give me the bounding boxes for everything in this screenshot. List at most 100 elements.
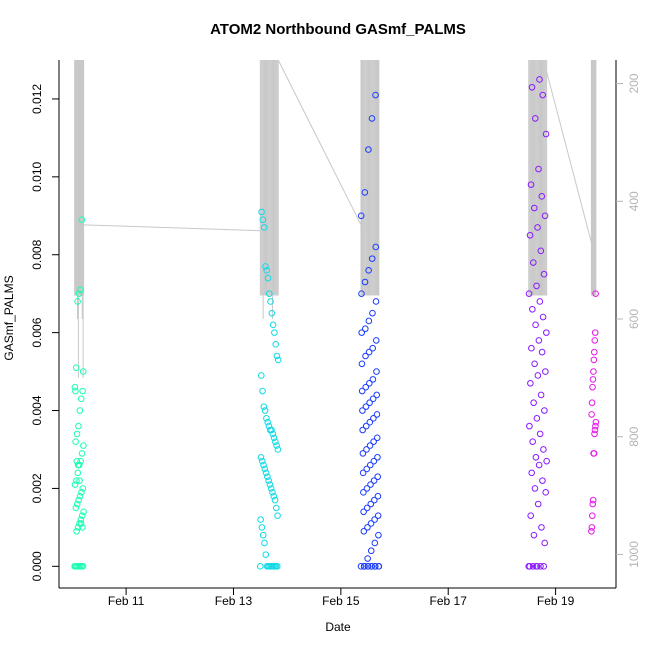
- data-point: [359, 426, 366, 434]
- data-point: [73, 457, 81, 465]
- data-point: [370, 438, 377, 445]
- data-point: [542, 489, 549, 496]
- data-point: [369, 395, 377, 403]
- data-point: [362, 383, 370, 391]
- y2-tick-label: 600: [627, 309, 641, 329]
- data-point: [78, 216, 86, 223]
- data-point: [362, 422, 370, 430]
- data-point: [268, 309, 276, 317]
- data-point: [527, 181, 535, 188]
- data-point: [363, 504, 371, 512]
- data-point: [270, 434, 278, 442]
- data-point: [532, 321, 539, 329]
- data-point: [374, 453, 381, 461]
- data-point: [539, 313, 547, 321]
- data-point: [539, 91, 547, 99]
- data-point: [362, 403, 370, 410]
- data-point: [75, 290, 83, 297]
- data-point: [588, 512, 596, 519]
- data-point: [532, 453, 540, 461]
- data-point: [265, 477, 272, 484]
- data-point: [370, 415, 377, 422]
- data-point: [591, 430, 598, 438]
- data-point: [534, 224, 541, 231]
- data-point: [588, 399, 596, 407]
- data-point: [535, 337, 543, 344]
- data-point: [530, 399, 537, 407]
- data-point: [530, 204, 538, 212]
- data-point: [366, 379, 373, 387]
- data-point: [536, 298, 544, 305]
- data-point: [264, 274, 272, 282]
- data-point: [269, 321, 277, 329]
- data-point: [74, 469, 82, 477]
- data-point: [592, 422, 599, 430]
- data-point: [527, 512, 535, 519]
- data-point: [264, 473, 271, 481]
- data-point: [259, 387, 266, 395]
- data-point: [272, 341, 279, 348]
- data-point: [588, 524, 596, 531]
- data-point: [534, 500, 542, 508]
- data-point: [375, 531, 382, 539]
- data-point: [530, 259, 537, 266]
- data-point: [260, 461, 267, 469]
- data-point: [360, 508, 367, 516]
- data-point: [79, 368, 87, 375]
- data-point: [273, 442, 280, 449]
- data-point: [363, 485, 371, 492]
- y-tick-label: 0.000: [30, 551, 44, 581]
- data-point: [542, 368, 549, 375]
- data-point: [272, 438, 279, 445]
- data-point: [72, 387, 79, 395]
- data-point: [374, 473, 381, 481]
- data-point: [78, 450, 86, 457]
- pressure-ferry-line: [277, 59, 362, 226]
- data-point: [267, 485, 275, 492]
- data-point: [538, 348, 546, 356]
- data-point: [73, 527, 80, 535]
- data-point: [267, 298, 274, 305]
- data-points: [71, 76, 600, 570]
- data-point: [77, 520, 85, 527]
- data-point: [592, 290, 599, 297]
- data-point: [358, 290, 365, 297]
- data-point: [263, 563, 271, 570]
- data-point: [367, 520, 375, 527]
- chart-title: ATOM2 Northbound GASmf_PALMS: [210, 21, 466, 38]
- data-point: [543, 457, 550, 465]
- data-point: [361, 325, 369, 333]
- data-point: [365, 146, 372, 153]
- data-point: [258, 457, 266, 465]
- data-point: [536, 76, 543, 83]
- data-point: [591, 337, 599, 344]
- y-tick-label: 0.012: [30, 84, 44, 114]
- data-point: [588, 527, 595, 535]
- data-point: [371, 539, 379, 547]
- data-point: [263, 267, 271, 274]
- data-point: [590, 368, 597, 375]
- y2-tick-label: 1000: [627, 541, 641, 568]
- data-point: [374, 492, 382, 500]
- data-point: [372, 243, 380, 251]
- data-point: [371, 516, 378, 523]
- data-point: [543, 329, 550, 336]
- data-point: [357, 563, 365, 570]
- data-point: [526, 231, 534, 239]
- data-point: [77, 516, 85, 523]
- data-point: [370, 457, 378, 465]
- data-point: [537, 247, 545, 255]
- y2-tick-label: 200: [627, 73, 641, 93]
- data-point: [366, 442, 374, 449]
- data-point: [76, 477, 83, 484]
- data-point: [78, 512, 86, 519]
- data-point: [367, 481, 374, 488]
- data-point: [529, 305, 536, 313]
- data-point: [541, 407, 548, 414]
- data-point: [367, 547, 375, 555]
- data-point: [71, 563, 79, 570]
- data-point: [360, 527, 368, 535]
- data-point: [75, 422, 82, 430]
- data-point: [274, 356, 282, 364]
- data-point: [262, 469, 270, 477]
